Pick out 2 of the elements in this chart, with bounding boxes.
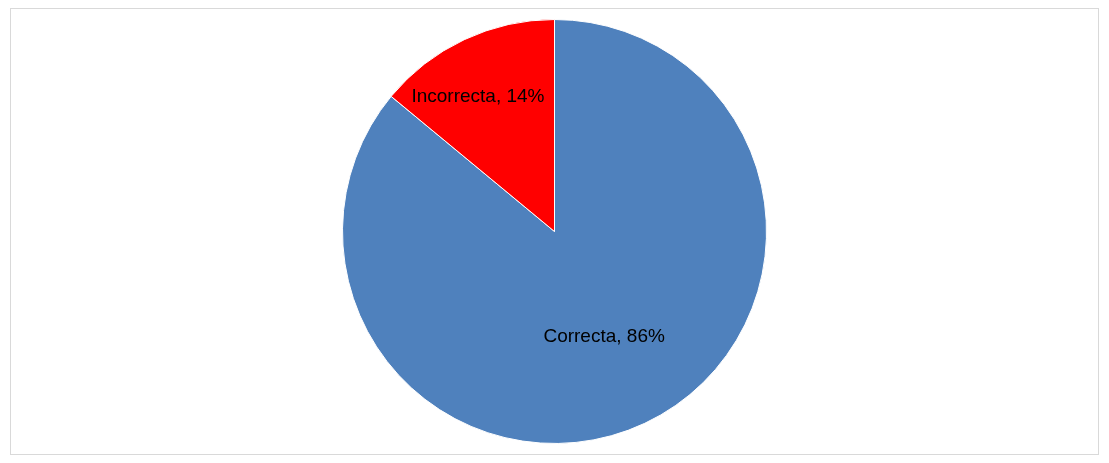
slice-label: Correcta, 86% — [543, 325, 665, 347]
slice-label: Incorrecta, 14% — [411, 85, 545, 107]
